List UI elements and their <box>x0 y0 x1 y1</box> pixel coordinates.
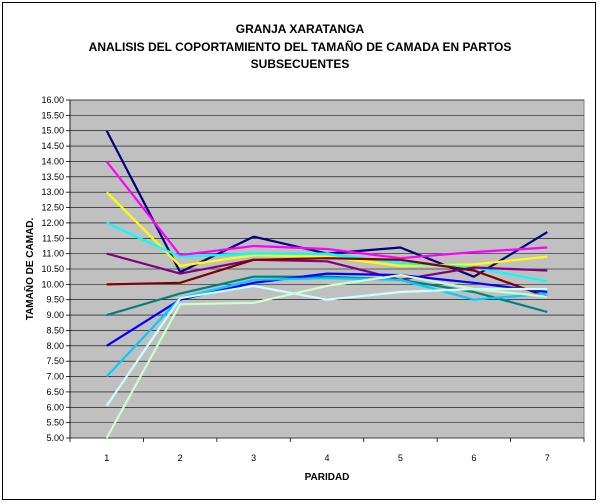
y-tick-label: 8.50 <box>46 325 64 335</box>
series-line-11 <box>105 274 548 439</box>
y-tick-label: 9.00 <box>46 310 64 320</box>
series-line-5 <box>106 252 548 281</box>
y-tick-label: 10.00 <box>41 279 64 289</box>
y-tick-label: 10.50 <box>41 264 64 274</box>
chart-title: GRANJA XARATANGA <box>235 22 365 36</box>
series-line-2 <box>105 160 548 260</box>
x-tick-label: 6 <box>471 453 476 463</box>
y-tick-label: 9.50 <box>46 295 64 305</box>
y-tick-label: 6.00 <box>46 402 64 412</box>
y-tick-label: 5.50 <box>46 418 64 428</box>
series-line-3 <box>105 191 548 267</box>
y-tick-label: 13.50 <box>41 172 64 182</box>
y-axis-label: TAMAÑO DE CAMAD. <box>23 217 36 320</box>
y-tick-label: 8.00 <box>46 341 64 351</box>
chart-subtitle-line-1: ANALISIS DEL COPORTAMIENTO DEL TAMAÑO DE… <box>88 40 512 54</box>
x-tick-label: 7 <box>545 453 550 463</box>
y-tick-label: 11.00 <box>42 249 64 259</box>
x-tick-label: 2 <box>178 453 183 463</box>
x-tick-label: 1 <box>104 453 109 463</box>
y-tick-label: 7.50 <box>46 356 64 366</box>
y-tick-label: 5.00 <box>46 433 64 443</box>
x-tick-label: 3 <box>251 453 256 463</box>
series-lines <box>105 130 548 439</box>
y-tick-label: 14.00 <box>41 156 64 166</box>
y-tick-label: 7.00 <box>46 372 64 382</box>
y-tick-label: 11.50 <box>42 233 64 243</box>
y-tick-label: 6.50 <box>46 387 64 397</box>
y-tick-label: 16.00 <box>41 95 64 105</box>
x-axis-label: PARIDAD <box>305 472 350 483</box>
series-line-7 <box>106 275 548 317</box>
chart-subtitle-line-2: SUBSECUENTES <box>250 57 350 71</box>
y-tick-label: 12.50 <box>41 203 64 213</box>
y-tick-label: 13.00 <box>41 187 64 197</box>
y-tick-label: 15.00 <box>41 126 64 136</box>
series-line-6 <box>106 257 548 298</box>
y-tick-label: 15.50 <box>41 110 64 120</box>
x-axis-ticks: 1 2 3 4 5 6 7 <box>69 438 585 463</box>
y-tick-label: 14.50 <box>41 141 64 151</box>
y-tick-label: 12.00 <box>41 218 64 228</box>
y-axis-ticks: 5.00 5.50 6.00 6.50 7.00 7.50 8.00 8.50 9.00 9.50… <box>41 95 70 443</box>
x-tick-label: 5 <box>398 453 403 463</box>
x-tick-label: 4 <box>324 453 329 463</box>
